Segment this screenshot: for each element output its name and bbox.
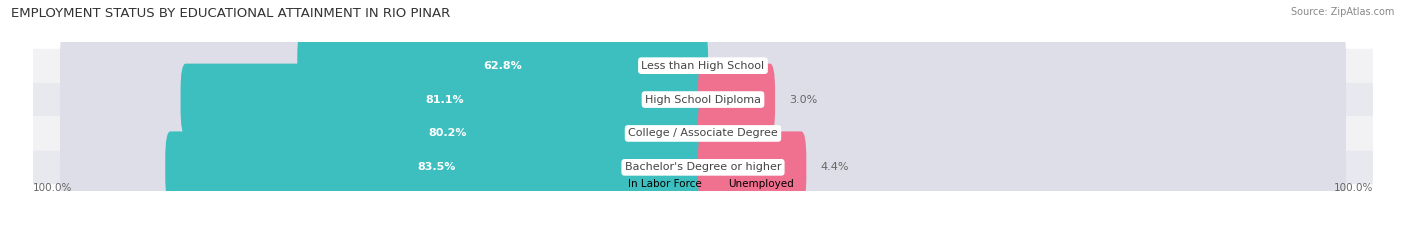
Text: 83.5%: 83.5% (418, 162, 456, 172)
Legend: In Labor Force, Unemployed: In Labor Force, Unemployed (609, 175, 797, 193)
FancyBboxPatch shape (34, 49, 1372, 83)
FancyBboxPatch shape (697, 64, 1346, 135)
FancyBboxPatch shape (697, 64, 775, 135)
FancyBboxPatch shape (297, 30, 709, 102)
Text: 100.0%: 100.0% (34, 183, 73, 193)
FancyBboxPatch shape (60, 131, 709, 203)
FancyBboxPatch shape (697, 98, 720, 169)
Text: 100.0%: 100.0% (1333, 183, 1372, 193)
Text: 3.0%: 3.0% (789, 95, 817, 105)
Text: 80.2%: 80.2% (427, 128, 467, 138)
FancyBboxPatch shape (186, 98, 709, 169)
FancyBboxPatch shape (697, 131, 1346, 203)
FancyBboxPatch shape (60, 30, 709, 102)
FancyBboxPatch shape (697, 131, 807, 203)
FancyBboxPatch shape (180, 64, 709, 135)
Text: Source: ZipAtlas.com: Source: ZipAtlas.com (1291, 7, 1395, 17)
FancyBboxPatch shape (166, 131, 709, 203)
Text: 81.1%: 81.1% (425, 95, 464, 105)
Text: 4.4%: 4.4% (820, 162, 849, 172)
Text: 62.8%: 62.8% (484, 61, 522, 71)
FancyBboxPatch shape (697, 30, 1346, 102)
Text: College / Associate Degree: College / Associate Degree (628, 128, 778, 138)
Text: EMPLOYMENT STATUS BY EDUCATIONAL ATTAINMENT IN RIO PINAR: EMPLOYMENT STATUS BY EDUCATIONAL ATTAINM… (11, 7, 450, 20)
FancyBboxPatch shape (60, 64, 709, 135)
FancyBboxPatch shape (34, 83, 1372, 116)
Text: Bachelor's Degree or higher: Bachelor's Degree or higher (624, 162, 782, 172)
FancyBboxPatch shape (60, 98, 709, 169)
FancyBboxPatch shape (697, 98, 1346, 169)
Text: High School Diploma: High School Diploma (645, 95, 761, 105)
Text: 0.5%: 0.5% (734, 128, 762, 138)
Text: 0.0%: 0.0% (723, 61, 751, 71)
FancyBboxPatch shape (34, 150, 1372, 184)
Text: Less than High School: Less than High School (641, 61, 765, 71)
FancyBboxPatch shape (34, 116, 1372, 150)
